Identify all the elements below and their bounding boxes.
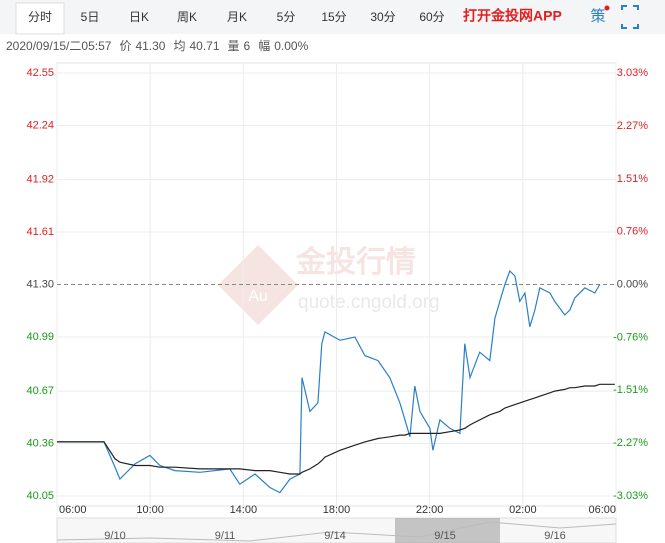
active-tab [15,2,65,35]
tab[interactable]: 月K [227,10,247,24]
tab[interactable]: 5日 [81,10,100,24]
y2-tick-label: -0.76% [613,331,648,343]
tab[interactable]: 60分 [419,10,444,24]
watermark-title: 金投行情 [295,245,416,279]
navigator-date: 9/10 [104,530,125,542]
tab[interactable]: 5分 [277,10,296,24]
navigator-line [56,521,617,542]
tab[interactable]: 分时 [28,10,52,24]
x-tick-label: 18:00 [323,504,351,516]
y2-tick-label: -2.27% [613,437,648,449]
navigator-window[interactable] [395,518,500,543]
x-tick-label: 02:00 [509,504,537,516]
fullscreen-icon[interactable] [621,5,639,29]
navigator-date: 9/16 [544,530,565,542]
badge-dot [604,5,610,11]
watermark-logo-text: Au [248,288,268,305]
y2-tick-label: 0.00% [617,278,648,290]
y-tick-label: 41.30 [26,278,54,290]
tab[interactable]: 日K [129,10,149,24]
quote-value: 41.30 [135,39,165,53]
watermark: Au 金投行情 quote.cngold.org [218,245,440,325]
tab[interactable]: 15分 [321,10,346,24]
navigator-date: 9/15 [434,530,455,542]
y2-tick-label: -3.03% [613,490,648,502]
y-tick-label: 40.67 [26,385,54,397]
quote-label: 价 [119,39,131,53]
y-tick-label: 40.36 [26,437,54,449]
quote-value: 40.71 [190,39,220,53]
y-tick-label: 41.61 [26,226,54,238]
y-tick-label: 40.05 [26,490,54,502]
x-tick-label: 14:00 [230,504,258,516]
quote-value: 0.00% [274,39,308,53]
y2-tick-label: -1.51% [613,384,648,396]
tab-bar [0,0,665,34]
watermark-logo [218,245,298,325]
x-tick-label: 06:00 [588,504,616,516]
series-line [57,269,601,494]
y-tick-label: 41.92 [26,174,54,186]
quote-label: 量 [228,39,240,53]
y2-tick-label: 0.76% [617,225,648,237]
quote-value: 6 [244,39,251,53]
tab[interactable]: 30分 [370,10,395,24]
x-tick-label: 10:00 [136,504,164,516]
quote-label: 均 [173,39,185,53]
y2-tick-label: 2.27% [617,120,648,132]
quote-label: 幅 [258,38,270,53]
app-link[interactable]: 打开金投网APP [463,8,562,24]
y2-tick-label: 1.51% [617,173,648,185]
watermark-site: quote.cngold.org [298,292,440,313]
navigator-date: 9/11 [215,530,236,542]
x-tick-label: 06:00 [59,504,87,516]
navigator-date: 9/14 [324,530,345,542]
series-line [57,383,615,475]
y-tick-label: 42.55 [26,67,54,79]
y-tick-label: 40.99 [26,331,54,343]
quote-time: 2020/09/15/二05:57 [6,39,112,53]
strategy-icon[interactable]: 策 [590,8,605,25]
navigator[interactable] [56,517,617,543]
y-tick-label: 42.24 [26,119,54,131]
y2-tick-label: 3.03% [617,67,648,79]
tab[interactable]: 周K [177,10,197,24]
x-tick-label: 22:00 [416,504,444,516]
